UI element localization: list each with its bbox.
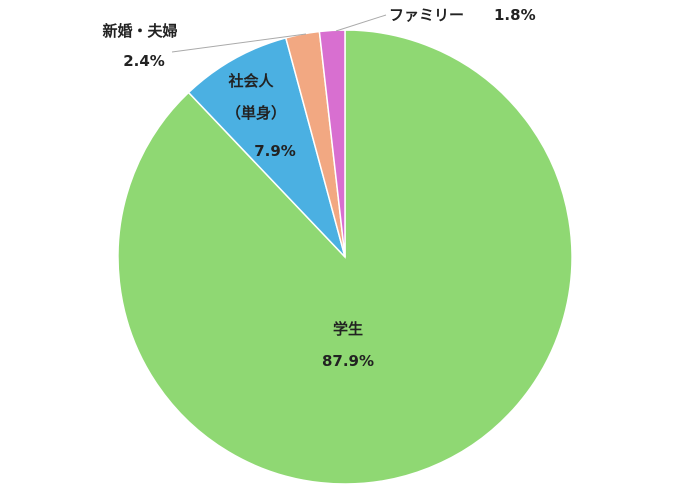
slice-shakaijin xyxy=(187,36,346,258)
value-gakusei: 87.9% xyxy=(322,352,374,370)
leader-line-shinkon xyxy=(171,33,307,53)
value-shakaijin: 7.9% xyxy=(254,142,296,160)
leader-line-family xyxy=(335,14,387,32)
pie-slices xyxy=(117,29,573,485)
label-shakaijin-tanshin: （単身） xyxy=(226,104,286,122)
label-family: ファミリー xyxy=(389,6,464,24)
value-shinkon: 2.4% xyxy=(123,52,165,70)
value-family: 1.8% xyxy=(494,6,536,24)
slice-family xyxy=(318,29,346,258)
label-gakusei: 学生 xyxy=(333,320,363,338)
label-shinkon: 新婚・夫婦 xyxy=(102,22,177,40)
label-shakaijin: 社会人 xyxy=(227,72,274,90)
